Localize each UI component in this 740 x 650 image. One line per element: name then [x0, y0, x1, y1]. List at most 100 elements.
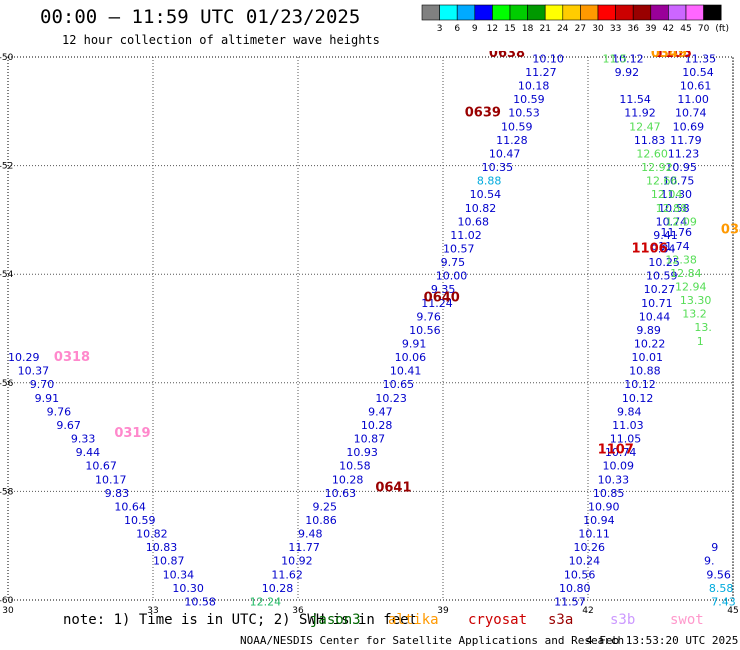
swh-point-s3a: 10.56: [409, 324, 441, 337]
swh-point-s3a: 10.28: [332, 473, 364, 486]
swh-point-s3a: 10.92: [281, 555, 313, 568]
satellite-legend-altika: altika: [388, 612, 439, 628]
swh-point-cryosat: 11.79: [670, 134, 702, 147]
swh-point-cryosat: 10.59: [646, 270, 678, 283]
swh-point-s3a: 10.93: [346, 446, 378, 459]
swh-point-altika: 9.: [704, 555, 715, 568]
swh-point-cryosat: 10.74: [675, 107, 707, 120]
swh-point-cryosat: 10.26: [574, 541, 606, 554]
time-label: 034: [721, 222, 740, 237]
color-scale-label: 15: [504, 24, 515, 34]
note-text: note: 1) Time is in UTC; 2) SWH is in fe…: [63, 612, 418, 628]
swh-point-altika: 11.83: [634, 134, 666, 147]
swh-point-altika: 8.58: [709, 582, 734, 595]
swh-point-swot: 9.70: [30, 378, 55, 391]
swh-point-swot: 9.83: [105, 487, 129, 500]
y-tick-label: -50: [0, 53, 14, 63]
color-scale-swatch: [509, 4, 528, 21]
swh-point-cryosat: 10.61: [680, 80, 712, 93]
satellite-legend-swot: swot: [670, 612, 704, 628]
swh-point-s3a: 10.59: [513, 93, 545, 106]
color-scale-label: 9: [472, 24, 478, 34]
credit-text: NOAA/NESDIS Center for Satellite Applica…: [240, 634, 625, 647]
swh-point-swot: 10.29: [8, 351, 40, 364]
color-scale-label: 39: [645, 24, 657, 34]
color-scale-label: 18: [522, 24, 534, 34]
x-tick-label: 33: [147, 606, 158, 616]
swh-point-s3a: 10.28: [361, 419, 393, 432]
swh-point-s3a: 10.82: [465, 202, 497, 215]
swh-point-s3a: 11.77: [288, 541, 320, 554]
swh-point-s3a: 12.24: [250, 595, 282, 608]
swh-point-s3a: 10.63: [325, 487, 357, 500]
swh-point-cryosat: 10.09: [603, 460, 635, 473]
swh-point-swot: 10.87: [153, 555, 185, 568]
swh-point-cryosat: 10.56: [564, 568, 596, 581]
swh-point-altika: 12.47: [629, 120, 661, 133]
color-scale-swatch: [527, 4, 546, 21]
swh-point-cryosat: 10.85: [593, 487, 625, 500]
swh-point-altika: 7.43: [711, 595, 736, 608]
swh-point-cryosat: 10.01: [632, 351, 664, 364]
swh-point-s3a: 8.88: [477, 175, 502, 188]
x-tick-label: 45: [727, 606, 738, 616]
swh-point-swot: 10.83: [146, 541, 178, 554]
swh-point-cryosat: 10.71: [641, 297, 673, 310]
swh-point-cryosat: 11.03: [612, 419, 644, 432]
swh-point-cryosat: 10.69: [673, 120, 705, 133]
color-scale-label: 12: [487, 24, 498, 34]
swh-point-swot: 10.64: [114, 500, 146, 513]
color-scale-swatch: [421, 4, 440, 21]
color-scale-swatch: [580, 4, 599, 21]
swh-point-cryosat: 9.41: [653, 229, 678, 242]
swh-point-s3a: 9.91: [402, 338, 427, 351]
color-scale-swatch: [492, 4, 511, 21]
time-label: 0349: [651, 46, 687, 61]
color-scale-label: 21: [539, 24, 550, 34]
swh-point-s3a: 10.18: [518, 80, 550, 93]
chart-subtitle: 12 hour collection of altimeter wave hei…: [62, 33, 380, 47]
color-scale-label: 42: [663, 24, 674, 34]
color-scale-label: 27: [575, 24, 586, 34]
swh-point-s3a: 9.47: [368, 405, 393, 418]
swh-point-altika: 10.12: [612, 52, 644, 65]
swh-point-cryosat: 11.57: [554, 595, 586, 608]
color-scale-label: 30: [592, 24, 604, 34]
color-scale-swatch: [668, 4, 687, 21]
swh-point-cryosat: 11.23: [668, 147, 700, 160]
swh-point-swot: 10.17: [95, 473, 127, 486]
swh-point-s3a: 10.41: [390, 365, 422, 378]
color-scale-swatch: [474, 4, 493, 21]
x-tick-label: 39: [437, 606, 449, 616]
swh-point-cryosat: 11.00: [677, 93, 709, 106]
swh-point-s3a: 10.58: [339, 460, 371, 473]
time-label: 1105: [656, 46, 692, 61]
swh-point-altika: 12.94: [675, 280, 707, 293]
y-tick-label: -58: [0, 487, 14, 497]
swh-point-s3a: 9.35: [431, 283, 456, 296]
color-scale-unit: (ft): [715, 24, 729, 34]
swh-point-cryosat: 10.58: [658, 202, 690, 215]
color-scale-label: 33: [610, 24, 621, 34]
swh-point-cryosat: 11.05: [610, 433, 642, 446]
swh-point-swot: 10.67: [85, 460, 117, 473]
swh-point-altika: 1: [697, 335, 704, 348]
swh-point-cryosat: 10.12: [624, 378, 656, 391]
swh-point-s3a: 11.62: [271, 568, 303, 581]
swh-point-altika: 12.88: [656, 202, 688, 215]
swh-point-cryosat: 10.88: [629, 365, 661, 378]
time-label: 0640: [424, 290, 460, 305]
swh-point-swot: 10.82: [136, 528, 168, 541]
chart-title: 00:00 – 11:59 UTC 01/23/2025: [40, 6, 361, 28]
swh-point-s3a: 10.68: [458, 215, 490, 228]
swh-point-s3a: 10.59: [501, 120, 533, 133]
time-label: 1107: [598, 442, 634, 457]
swh-point-s3a: 10.65: [383, 378, 415, 391]
time-label: 0318: [54, 350, 90, 365]
color-scale-label: 3: [437, 24, 443, 34]
swh-point-cryosat: 10.74: [656, 215, 688, 228]
y-tick-label: -60: [0, 596, 14, 606]
x-tick-label: 30: [2, 606, 14, 616]
swh-point-s3a: 9.76: [416, 310, 441, 323]
time-label: 0639: [465, 106, 501, 121]
